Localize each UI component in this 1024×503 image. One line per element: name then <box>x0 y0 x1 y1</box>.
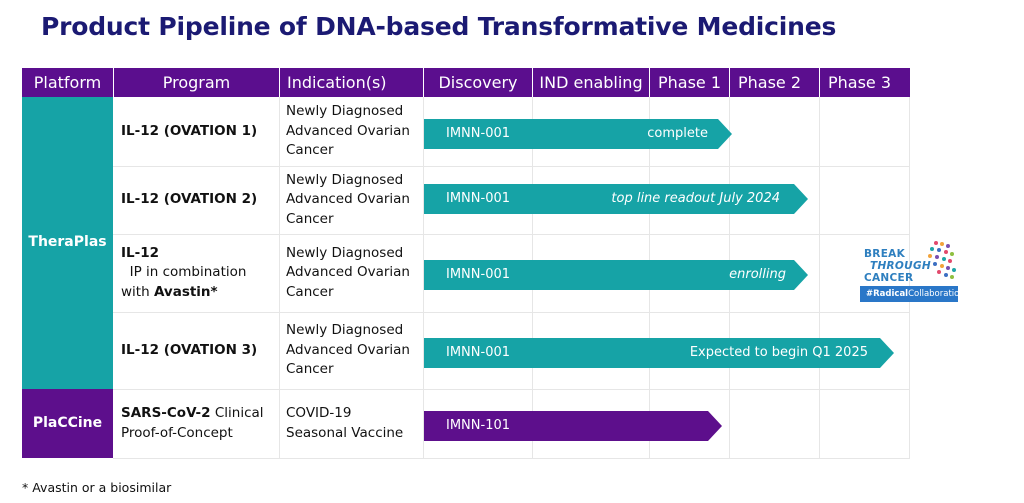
header-platform: Platform <box>22 68 113 97</box>
program-name: IL-12 (OVATION 2) <box>121 191 258 208</box>
indication-line: Newly Diagnosed <box>286 171 404 188</box>
drug-label: IMNN-101 <box>446 418 511 433</box>
program-cell: SARS-CoV-2 Clinical Proof-of-Concept <box>121 389 276 458</box>
indication-line: Advanced Ovarian <box>286 341 410 358</box>
program-name: IL-12 (OVATION 3) <box>121 341 258 358</box>
header-phase-3: Phase 3 <box>819 68 910 97</box>
program-name: SARS-CoV-2 <box>121 405 211 421</box>
indication-line: Newly Diagnosed <box>286 322 404 339</box>
indication-line: Seasonal Vaccine <box>286 424 404 441</box>
program-name: IL-12 (OVATION 1) <box>121 122 258 139</box>
status-label: complete <box>647 126 708 141</box>
platform-label: TheraPlas <box>28 234 107 250</box>
platform-placcine: PlaCCine <box>22 389 113 458</box>
header-phase-1: Phase 1 <box>649 68 729 97</box>
grid-line <box>819 97 820 459</box>
program-cell: IL-12 (OVATION 3) <box>121 312 276 389</box>
indication-cell: Newly Diagnosed Advanced Ovarian Cancer <box>286 312 422 389</box>
program-detail: IP in combination <box>121 264 247 281</box>
progress-arrow: IMNN-001 top line readout July 2024 <box>424 184 808 214</box>
logo-tag-bold: #Radical <box>866 289 909 299</box>
grid-line <box>113 312 910 313</box>
indication-line: Advanced Ovarian <box>286 264 410 281</box>
header-phase-2: Phase 2 <box>729 68 819 97</box>
logo-tagline: #RadicalCollaboration <box>860 286 965 302</box>
grid-line <box>113 458 910 459</box>
platform-label: PlaCCine <box>32 415 103 431</box>
grid-line <box>909 97 910 459</box>
indication-line: Cancer <box>286 283 334 300</box>
indication-line: Cancer <box>286 361 334 378</box>
drug-label: IMNN-001 <box>446 267 511 282</box>
logo-text: BREAK <box>864 248 906 260</box>
platform-theraplas: TheraPlas <box>22 97 113 389</box>
progress-arrow: IMNN-101 <box>424 411 722 441</box>
indication-line: Newly Diagnosed <box>286 103 404 120</box>
drug-label: IMNN-001 <box>446 345 511 360</box>
drug-label: IMNN-001 <box>446 191 511 206</box>
status-label: enrolling <box>729 267 786 282</box>
logo-dots-icon <box>928 241 956 279</box>
program-detail: Avastin* <box>153 283 218 300</box>
program-cell: IL-12 (OVATION 1) <box>121 97 276 166</box>
header-program: Program <box>113 68 279 97</box>
indication-line: Newly Diagnosed <box>286 244 404 261</box>
program-name: IL-12 <box>121 244 160 261</box>
footnote: * Avastin or a biosimilar <box>22 480 172 495</box>
page-title: Product Pipeline of DNA-based Transforma… <box>41 12 837 41</box>
program-cell: IL-12 (OVATION 2) <box>121 166 276 234</box>
header-discovery: Discovery <box>423 68 532 97</box>
program-detail: Clinical <box>210 405 264 421</box>
grid-line <box>279 97 280 459</box>
status-label: top line readout July 2024 <box>611 191 780 206</box>
program-detail: with <box>121 283 154 300</box>
logo-text: CANCER <box>864 272 914 284</box>
program-cell: IL-12 IP in combination with Avastin* <box>121 234 276 312</box>
break-through-cancer-logo: BREAK THROUGH CANCER #RadicalCollaborati… <box>860 240 965 302</box>
header-indication: Indication(s) <box>279 68 423 97</box>
progress-arrow: IMNN-001 complete <box>424 119 732 149</box>
indication-cell: Newly Diagnosed Advanced Ovarian Cancer <box>286 97 422 166</box>
status-label: Expected to begin Q1 2025 <box>689 345 868 360</box>
logo-text: THROUGH <box>870 260 931 272</box>
indication-cell: COVID-19 Seasonal Vaccine <box>286 389 422 458</box>
indication-line: Advanced Ovarian <box>286 191 410 208</box>
indication-line: COVID-19 <box>286 405 352 421</box>
grid-line <box>113 234 910 235</box>
grid-line <box>113 166 910 167</box>
drug-label: IMNN-001 <box>446 126 511 141</box>
header-ind-enabling: IND enabling <box>532 68 649 97</box>
indication-line: Cancer <box>286 210 334 227</box>
progress-arrow: IMNN-001 enrolling <box>424 260 808 290</box>
logo-tag-rest: Collaboration <box>908 289 965 299</box>
indication-line: Cancer <box>286 142 334 159</box>
indication-cell: Newly Diagnosed Advanced Ovarian Cancer <box>286 166 422 234</box>
grid-line <box>113 389 910 390</box>
indication-line: Advanced Ovarian <box>286 122 410 139</box>
program-detail: Proof-of-Concept <box>121 424 233 441</box>
grid-line <box>423 97 424 459</box>
indication-cell: Newly Diagnosed Advanced Ovarian Cancer <box>286 234 422 312</box>
progress-arrow: IMNN-001 Expected to begin Q1 2025 <box>424 338 894 368</box>
